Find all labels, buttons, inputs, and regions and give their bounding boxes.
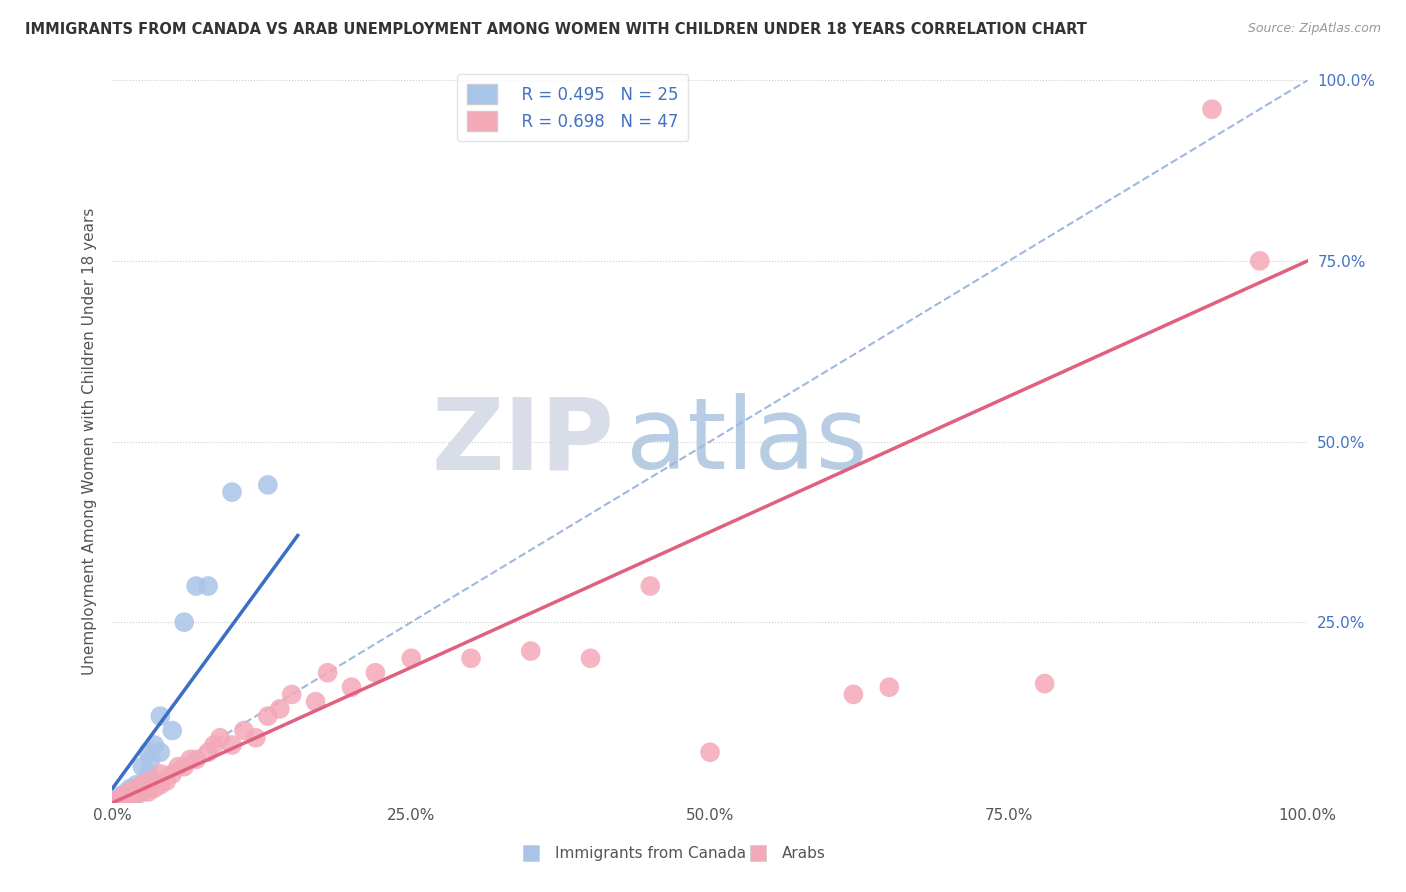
Point bbox=[879, 680, 901, 694]
Point bbox=[149, 709, 172, 723]
Point bbox=[115, 785, 138, 799]
Point bbox=[115, 789, 138, 803]
Point bbox=[128, 785, 150, 799]
Point bbox=[257, 709, 280, 723]
Point bbox=[138, 767, 160, 781]
Point bbox=[233, 723, 256, 738]
Point bbox=[114, 789, 135, 803]
Point bbox=[364, 665, 387, 680]
Point bbox=[120, 785, 142, 799]
Text: Arabs: Arabs bbox=[782, 846, 825, 861]
Point bbox=[111, 790, 134, 805]
Point bbox=[125, 789, 148, 803]
Point bbox=[131, 778, 153, 792]
Point bbox=[125, 778, 148, 792]
Point bbox=[138, 785, 160, 799]
Point bbox=[401, 651, 423, 665]
Point bbox=[138, 774, 160, 789]
Point bbox=[162, 723, 183, 738]
Point bbox=[120, 789, 142, 803]
Point bbox=[120, 781, 142, 796]
Point bbox=[125, 781, 148, 796]
Point bbox=[122, 789, 145, 803]
Point bbox=[128, 781, 150, 796]
Point bbox=[305, 695, 328, 709]
Point bbox=[1033, 676, 1056, 690]
Point bbox=[139, 752, 162, 766]
Point bbox=[1201, 102, 1223, 116]
Text: Source: ZipAtlas.com: Source: ZipAtlas.com bbox=[1247, 22, 1381, 36]
Point bbox=[138, 781, 160, 796]
Point bbox=[149, 778, 172, 792]
Point bbox=[257, 478, 280, 492]
Point bbox=[110, 789, 132, 803]
Text: Immigrants from Canada: Immigrants from Canada bbox=[554, 846, 745, 861]
Point bbox=[699, 745, 721, 759]
Point bbox=[122, 785, 145, 799]
Point bbox=[155, 774, 177, 789]
Point bbox=[197, 579, 219, 593]
Point bbox=[107, 792, 129, 806]
Point bbox=[209, 731, 232, 745]
Text: ZIP: ZIP bbox=[432, 393, 614, 490]
Point bbox=[281, 687, 304, 701]
Point bbox=[131, 781, 153, 796]
Point bbox=[340, 680, 363, 694]
Point bbox=[143, 738, 166, 752]
Point bbox=[167, 760, 190, 774]
Point bbox=[162, 767, 183, 781]
Point bbox=[269, 702, 291, 716]
Legend:   R = 0.495   N = 25,   R = 0.698   N = 47: R = 0.495 N = 25, R = 0.698 N = 47 bbox=[457, 74, 688, 142]
Point bbox=[149, 745, 172, 759]
Point bbox=[842, 687, 865, 701]
Point bbox=[173, 760, 195, 774]
Point bbox=[114, 790, 135, 805]
Point bbox=[221, 485, 243, 500]
Point bbox=[221, 738, 243, 752]
Point bbox=[202, 738, 225, 752]
Point bbox=[149, 767, 172, 781]
Point bbox=[131, 785, 153, 799]
Point bbox=[1249, 253, 1271, 268]
Point bbox=[125, 787, 148, 801]
Point bbox=[460, 651, 482, 665]
Point bbox=[120, 790, 142, 805]
Text: atlas: atlas bbox=[627, 393, 868, 490]
Y-axis label: Unemployment Among Women with Children Under 18 years: Unemployment Among Women with Children U… bbox=[82, 208, 97, 675]
Point bbox=[143, 781, 166, 796]
Point bbox=[173, 615, 195, 630]
Point bbox=[107, 792, 129, 806]
Point bbox=[179, 752, 201, 766]
Point bbox=[579, 651, 602, 665]
Point bbox=[316, 665, 339, 680]
Point bbox=[131, 760, 153, 774]
Text: IMMIGRANTS FROM CANADA VS ARAB UNEMPLOYMENT AMONG WOMEN WITH CHILDREN UNDER 18 Y: IMMIGRANTS FROM CANADA VS ARAB UNEMPLOYM… bbox=[25, 22, 1087, 37]
Point bbox=[640, 579, 662, 593]
Point bbox=[186, 752, 208, 766]
Point bbox=[245, 731, 267, 745]
Point bbox=[186, 579, 208, 593]
Point bbox=[197, 745, 219, 759]
Point bbox=[520, 644, 543, 658]
Point bbox=[138, 745, 160, 759]
